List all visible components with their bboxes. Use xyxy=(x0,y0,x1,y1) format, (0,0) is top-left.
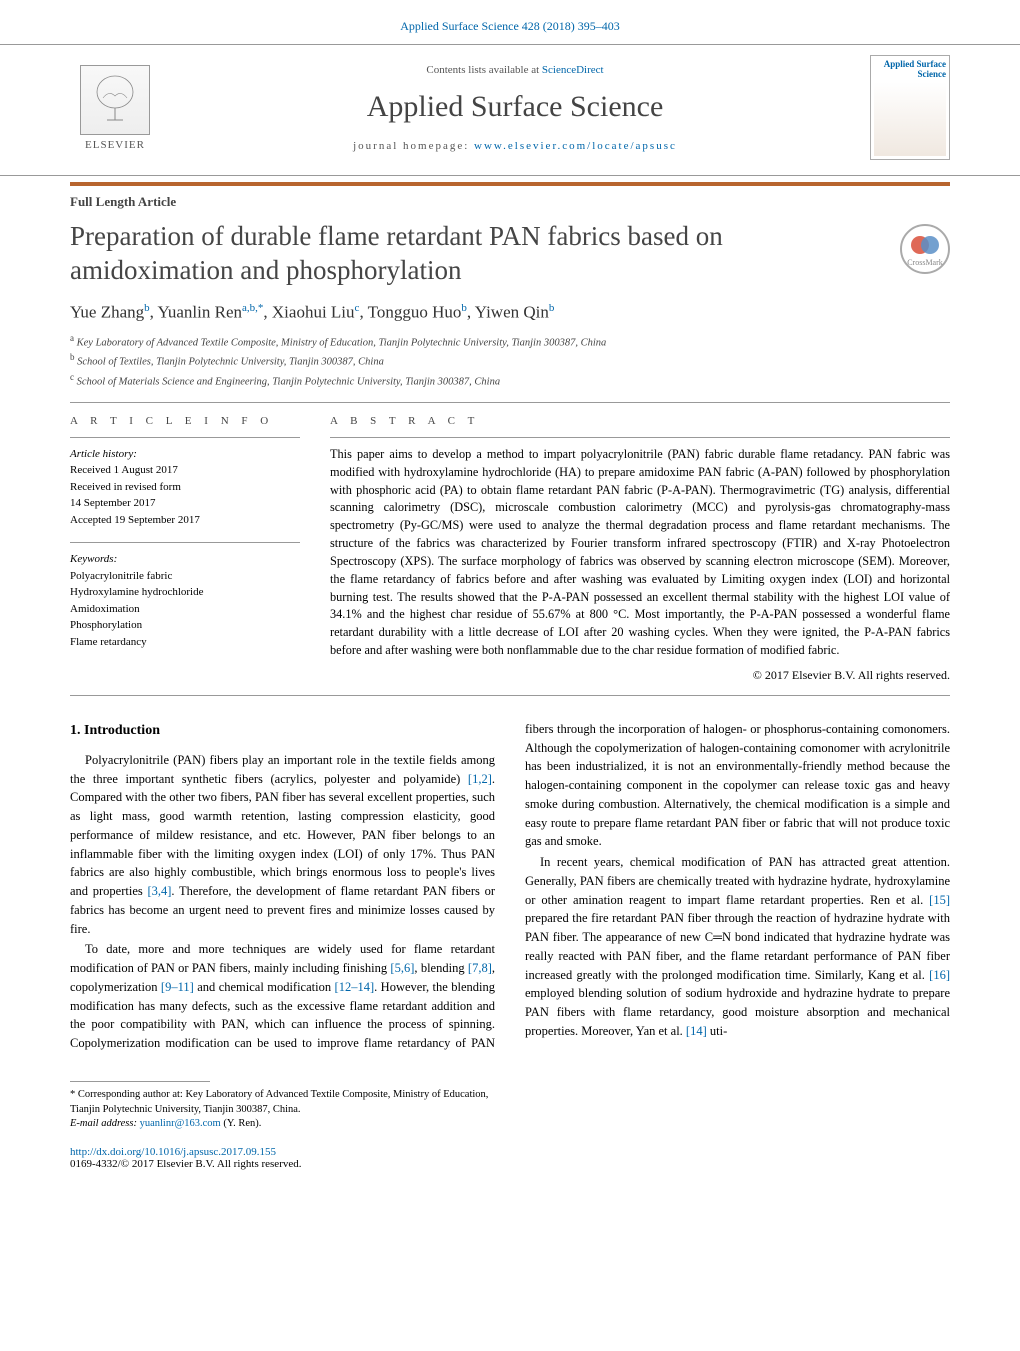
article-title: Preparation of durable flame retardant P… xyxy=(70,220,880,288)
history-line: 14 September 2017 xyxy=(70,495,300,512)
article-info-heading: a r t i c l e i n f o xyxy=(70,415,300,427)
abstract-column: a b s t r a c t This paper aims to devel… xyxy=(330,415,950,683)
elsevier-logo-text: ELSEVIER xyxy=(85,139,145,151)
keyword-line: Polyacrylonitrile fabric xyxy=(70,568,300,585)
ref-link[interactable]: [3,4] xyxy=(147,884,171,898)
journal-reference[interactable]: Applied Surface Science 428 (2018) 395–4… xyxy=(400,19,620,33)
sciencedirect-link[interactable]: ScienceDirect xyxy=(542,64,604,76)
email-label: E-mail address: xyxy=(70,1118,140,1129)
abstract-copyright: © 2017 Elsevier B.V. All rights reserved… xyxy=(330,668,950,683)
divider xyxy=(70,402,950,403)
body-paragraph: In recent years, chemical modification o… xyxy=(525,853,950,1041)
corresponding-author-footnote: * Corresponding author at: Key Laborator… xyxy=(70,1088,490,1132)
orange-rule xyxy=(70,182,950,186)
journal-masthead: ELSEVIER Contents lists available at Sci… xyxy=(0,44,1020,176)
corr-author-text: * Corresponding author at: Key Laborator… xyxy=(70,1088,490,1117)
ref-link[interactable]: [7,8] xyxy=(468,961,492,975)
divider xyxy=(70,695,950,696)
affiliation-line: a Key Laboratory of Advanced Textile Com… xyxy=(70,332,950,351)
authors-line: Yue Zhangb, Yuanlin Rena,b,*, Xiaohui Li… xyxy=(70,302,950,323)
article-content: Full Length Article Preparation of durab… xyxy=(0,194,1020,1170)
history-label: Article history: xyxy=(70,446,300,463)
history-line: Received in revised form xyxy=(70,479,300,496)
keyword-line: Amidoximation xyxy=(70,601,300,618)
ref-link[interactable]: [9–11] xyxy=(161,980,194,994)
section-heading-intro: 1. Introduction xyxy=(70,720,495,741)
affiliation-line: b School of Textiles, Tianjin Polytechni… xyxy=(70,351,950,370)
abstract-heading: a b s t r a c t xyxy=(330,415,950,427)
contents-lists-line: Contents lists available at ScienceDirec… xyxy=(160,64,870,76)
affiliation-line: c School of Materials Science and Engine… xyxy=(70,371,950,390)
contents-prefix: Contents lists available at xyxy=(426,64,541,76)
elsevier-logo[interactable]: ELSEVIER xyxy=(70,58,160,158)
body-two-column: 1. Introduction Polyacrylonitrile (PAN) … xyxy=(70,720,950,1053)
email-line: E-mail address: yuanlinr@163.com (Y. Ren… xyxy=(70,1117,490,1132)
history-line: Accepted 19 September 2017 xyxy=(70,512,300,529)
ref-link[interactable]: [1,2] xyxy=(468,772,492,786)
email-suffix: (Y. Ren). xyxy=(221,1118,262,1129)
footnote-rule xyxy=(70,1081,210,1082)
affiliations: a Key Laboratory of Advanced Textile Com… xyxy=(70,332,950,390)
cover-body xyxy=(874,82,946,156)
keyword-line: Hydroxylamine hydrochloride xyxy=(70,584,300,601)
article-type: Full Length Article xyxy=(70,194,950,210)
ref-link[interactable]: [15] xyxy=(929,893,950,907)
crossmark-icon xyxy=(910,232,940,258)
doi-block: http://dx.doi.org/10.1016/j.apsusc.2017.… xyxy=(70,1146,950,1170)
keywords-block: Keywords: Polyacrylonitrile fabricHydrox… xyxy=(70,542,300,650)
body-paragraph: Polyacrylonitrile (PAN) fibers play an i… xyxy=(70,751,495,939)
journal-cover-thumbnail[interactable]: Applied Surface Science xyxy=(870,55,950,160)
title-row: Preparation of durable flame retardant P… xyxy=(70,220,950,302)
abstract-text: This paper aims to develop a method to i… xyxy=(330,437,950,660)
keyword-line: Phosphorylation xyxy=(70,617,300,634)
ref-link[interactable]: [14] xyxy=(686,1024,707,1038)
journal-name: Applied Surface Science xyxy=(160,90,870,124)
homepage-prefix: journal homepage: xyxy=(353,140,474,152)
homepage-link[interactable]: www.elsevier.com/locate/apsusc xyxy=(474,140,677,152)
email-link[interactable]: yuanlinr@163.com xyxy=(140,1118,221,1129)
crossmark-badge[interactable]: CrossMark xyxy=(900,224,950,274)
ref-link[interactable]: [16] xyxy=(929,968,950,982)
keyword-line: Flame retardancy xyxy=(70,634,300,651)
elsevier-tree-icon xyxy=(80,65,150,135)
article-info-column: a r t i c l e i n f o Article history: R… xyxy=(70,415,300,683)
issn-copyright: 0169-4332/© 2017 Elsevier B.V. All right… xyxy=(70,1158,302,1170)
ref-link[interactable]: [12–14] xyxy=(335,980,375,994)
journal-homepage-line: journal homepage: www.elsevier.com/locat… xyxy=(160,140,870,152)
journal-reference-bar: Applied Surface Science 428 (2018) 395–4… xyxy=(0,0,1020,44)
keywords-label: Keywords: xyxy=(70,551,300,568)
doi-link[interactable]: http://dx.doi.org/10.1016/j.apsusc.2017.… xyxy=(70,1146,276,1158)
masthead-center: Contents lists available at ScienceDirec… xyxy=(160,64,870,152)
history-line: Received 1 August 2017 xyxy=(70,462,300,479)
ref-link[interactable]: [5,6] xyxy=(390,961,414,975)
cover-title: Applied Surface Science xyxy=(874,59,946,79)
article-history-block: Article history: Received 1 August 2017R… xyxy=(70,437,300,529)
info-abstract-row: a r t i c l e i n f o Article history: R… xyxy=(70,415,950,683)
crossmark-label: CrossMark xyxy=(907,258,943,267)
